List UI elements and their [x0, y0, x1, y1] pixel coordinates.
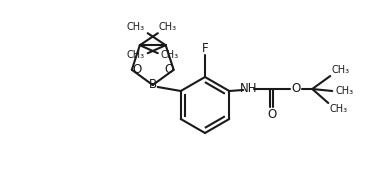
Text: F: F	[202, 42, 208, 55]
Text: CH₃: CH₃	[335, 86, 353, 96]
Text: B: B	[149, 78, 157, 92]
Text: CH₃: CH₃	[127, 22, 145, 32]
Text: CH₃: CH₃	[161, 50, 179, 60]
Text: O: O	[291, 83, 301, 96]
Text: CH₃: CH₃	[159, 22, 177, 32]
Text: CH₃: CH₃	[331, 65, 349, 75]
Text: O: O	[132, 63, 141, 76]
Text: O: O	[164, 63, 173, 76]
Text: NH: NH	[240, 83, 257, 96]
Text: O: O	[267, 108, 276, 121]
Text: CH₃: CH₃	[127, 50, 145, 60]
Text: CH₃: CH₃	[329, 104, 347, 114]
